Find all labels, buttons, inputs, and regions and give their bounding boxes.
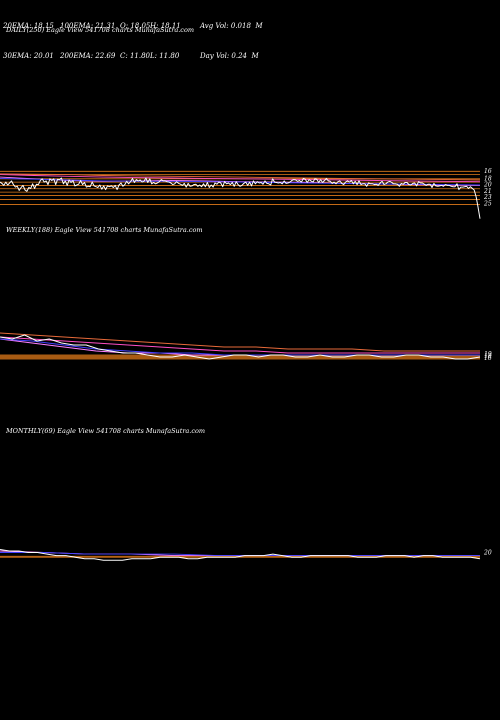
stat-200ema: 200EMA: 22.69 [60, 52, 116, 60]
weekly-chart-title: WEEKLY(188) Eagle View 541708 charts Mun… [6, 226, 203, 234]
series-line-100ema [0, 336, 480, 354]
y-tick-label: 23 [483, 194, 492, 201]
y-tick-label: 20 [483, 182, 492, 189]
stat-close: C: 11.80 [120, 52, 150, 60]
stat-100ema: 100EMA: 21.31 [60, 22, 116, 30]
monthly-chart: 20 [0, 549, 492, 561]
series-line-30ema [0, 177, 481, 186]
stat-30ema: 30EMA: 20.01 [3, 52, 54, 60]
series-line-200ema [0, 332, 480, 352]
series-line-200ema [0, 173, 481, 181]
series-line-100ema [0, 174, 481, 183]
series-line-price [0, 177, 481, 219]
y-tick-label: 16 [484, 355, 492, 362]
y-tick-label: 25 [483, 200, 492, 207]
stat-day-vol: Day Vol: 0.24 M [200, 52, 259, 60]
y-tick-label: 18 [484, 353, 492, 360]
stat-avg-vol: Avg Vol: 0.018 M [200, 22, 263, 30]
y-tick-label: 21 [483, 188, 492, 195]
y-tick-label: 16 [484, 168, 492, 175]
series-line-price [0, 334, 481, 360]
stat-low: L: 11.80 [150, 52, 180, 60]
stat-20ema: 20EMA: 18.15 [3, 22, 54, 30]
series-line-30ema [0, 552, 480, 557]
daily-chart-title: DAILY(250) Eagle View 541708 charts Muna… [6, 26, 195, 34]
y-tick-label: 20 [483, 550, 492, 557]
monthly-chart-title: MONTHLY(69) Eagle View 541708 charts Mun… [6, 427, 206, 435]
stats-header: 20EMA: 18.15 100EMA: 21.31 O: 18.05 H: 1… [3, 1, 263, 71]
stat-open: O: 18.05 [120, 22, 151, 30]
series-line-price [0, 549, 481, 561]
y-tick-label: 19 [484, 351, 492, 358]
y-tick-label: 18 [484, 175, 492, 182]
stat-high: H: 18.11 [150, 22, 181, 30]
